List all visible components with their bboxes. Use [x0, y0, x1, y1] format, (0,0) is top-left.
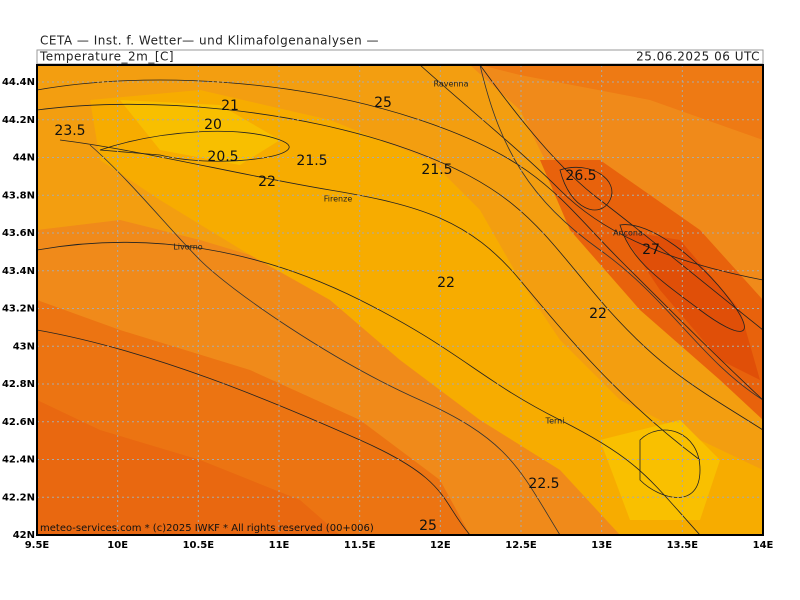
- y-axis-label: 44.2N: [2, 115, 35, 126]
- header: CETA — Inst. f. Wetter— und Klimafolgena…: [40, 34, 379, 48]
- city-label: Terni: [545, 417, 565, 426]
- title: Temperature_2m_[C]: [39, 50, 174, 64]
- y-axis-label: 43.4N: [2, 266, 35, 277]
- date: 25.06.2025 06 UTC: [636, 50, 760, 64]
- city-label: Ancona: [613, 229, 643, 238]
- x-axis-label: 12.5E: [505, 540, 537, 551]
- contour-label: 20.5: [207, 149, 238, 165]
- map-frame: [36, 64, 764, 536]
- y-axis-label: 42.2N: [2, 492, 35, 503]
- city-label: Livorno: [173, 243, 203, 252]
- contour-label: 25: [374, 95, 392, 111]
- y-axis-label: 42N: [13, 530, 35, 541]
- x-axis-label: 10E: [107, 540, 128, 551]
- contour-label: 25: [419, 518, 437, 534]
- y-axis-label: 44N: [13, 153, 35, 164]
- x-axis-label: 14E: [753, 540, 774, 551]
- contour-label: 21.5: [421, 162, 452, 178]
- y-axis-label: 44.4N: [2, 77, 35, 88]
- x-axis-label: 12E: [430, 540, 451, 551]
- x-axis-label: 10.5E: [183, 540, 215, 551]
- grid: [37, 65, 763, 535]
- city-label: Firenze: [324, 195, 353, 204]
- y-axis-label: 42.6N: [2, 417, 35, 428]
- footer: meteo-services.com * (c)2025 IWKF * All …: [40, 523, 374, 534]
- y-axis-label: 43.2N: [2, 304, 35, 315]
- contour-label: 21: [221, 98, 239, 114]
- contour-label: 27: [642, 242, 660, 258]
- city-label: Ravenna: [434, 80, 469, 89]
- y-axis-label: 43N: [13, 341, 35, 352]
- contour-label: 20: [204, 117, 222, 133]
- y-axis-label: 43.8N: [2, 190, 35, 201]
- field: [37, 65, 763, 535]
- x-axis-label: 11.5E: [344, 540, 376, 551]
- x-axis-label: 13E: [591, 540, 612, 551]
- y-axis-label: 43.6N: [2, 228, 35, 239]
- contour-label: 21.5: [296, 153, 327, 169]
- contour-label: 23.5: [54, 123, 85, 139]
- x-axis-label: 11E: [269, 540, 290, 551]
- contour-label: 22: [437, 275, 455, 291]
- contour-label: 22: [589, 306, 607, 322]
- contour-label: 22.5: [528, 476, 559, 492]
- x-axis-label: 9.5E: [25, 540, 50, 551]
- contour-label: 22: [258, 174, 276, 190]
- contour-label: 26.5: [565, 168, 596, 184]
- x-axis-label: 13.5E: [667, 540, 699, 551]
- y-axis-label: 42.8N: [2, 379, 35, 390]
- y-axis-label: 42.4N: [2, 455, 35, 466]
